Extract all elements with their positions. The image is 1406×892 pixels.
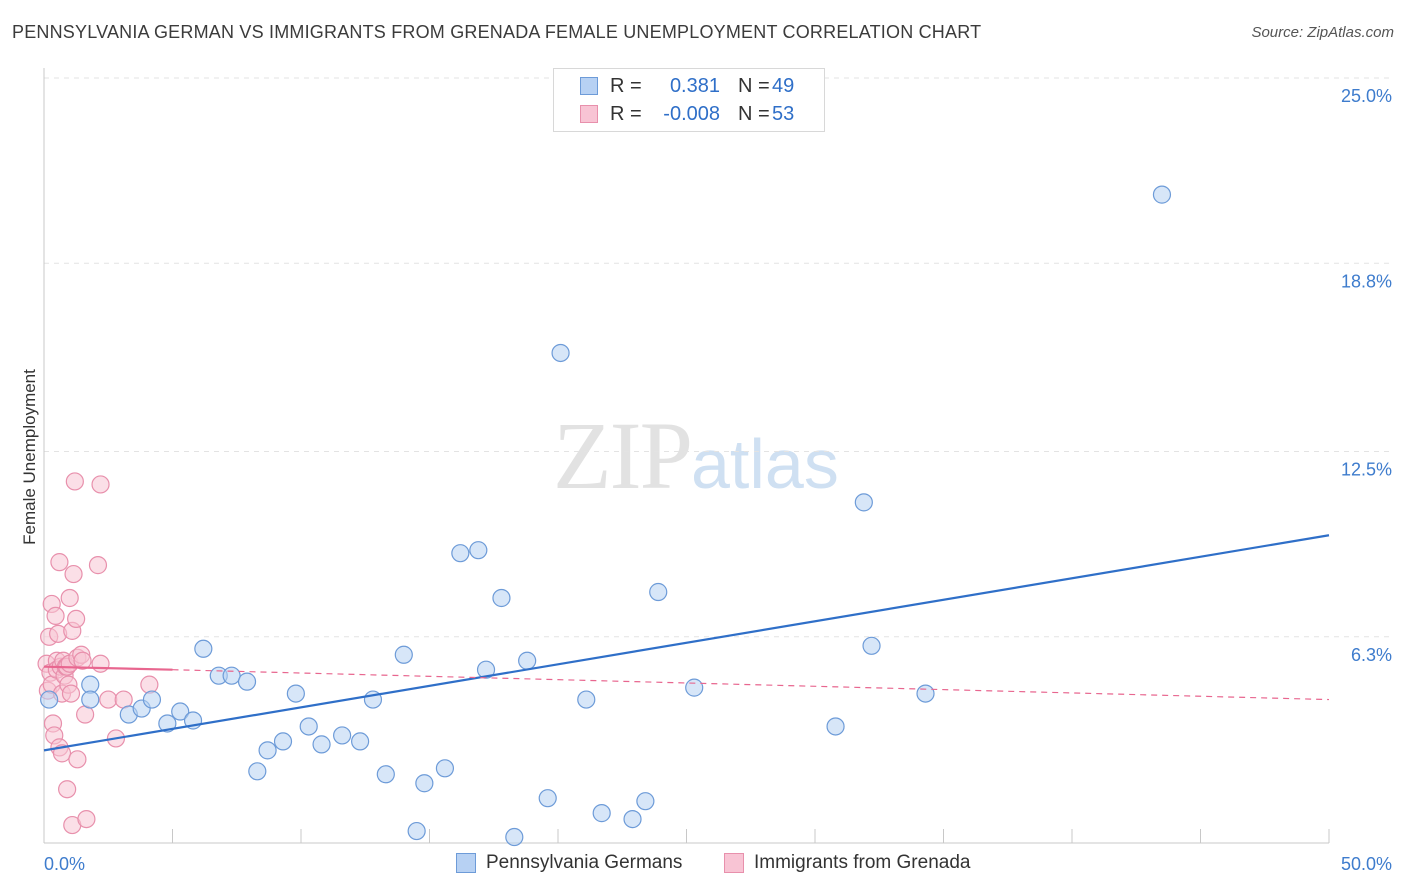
pennsylvania-german-point [685, 678, 704, 697]
pennsylvania-german-point [273, 732, 293, 751]
y-tick-label: 12.5% [1341, 460, 1392, 480]
bottom-legend-pennsylvania-germans: Pennsylvania Germans [456, 852, 682, 874]
legend-swatch-blue [580, 77, 598, 95]
watermark-zip: ZIP [553, 402, 693, 509]
watermark: ZIPatlas [553, 400, 839, 511]
pennsylvania-german-point [286, 684, 305, 703]
y-tick-label: 25.0% [1341, 86, 1392, 106]
pennsylvania-german-point [171, 702, 190, 721]
pennsylvania-german-point [258, 741, 277, 760]
series-immigrants-from-grenada [37, 472, 159, 835]
pennsylvania-german-point [299, 717, 318, 736]
pennsylvania-german-point [469, 541, 488, 560]
grenada-point [61, 684, 81, 703]
pennsylvania-german-point [415, 774, 434, 793]
pennsylvania-german-point [407, 821, 426, 841]
grid-lines [44, 77, 1392, 638]
correlation-legend: R = 0.381 N = 49 R = -0.008 N = 53 [553, 68, 825, 132]
grenada-point [58, 780, 77, 799]
pennsylvania-german-point [592, 804, 611, 823]
pennsylvania-german-point [158, 714, 177, 733]
pennsylvania-german-point [636, 792, 655, 811]
pennsylvania-german-point [237, 672, 257, 691]
legend-r-value: -0.008 [663, 102, 720, 125]
pennsylvania-germans-trend-line [43, 534, 1330, 752]
pennsylvania-german-point [81, 690, 100, 709]
tick-labels: 6.3% 12.5% 18.8% 25.0% 0.0% 50.0% [44, 86, 1392, 874]
pennsylvania-german-point [333, 726, 352, 745]
pennsylvania-german-point [248, 762, 267, 781]
pennsylvania-german-point [351, 732, 370, 751]
pennsylvania-german-point [376, 765, 395, 784]
pennsylvania-german-point [435, 759, 455, 778]
bottom-legend-label: Pennsylvania Germans [486, 852, 683, 873]
grenada-point [73, 651, 92, 670]
grenada-point [77, 809, 96, 829]
pennsylvania-german-point [577, 690, 596, 709]
legend-n-label: N = [738, 74, 770, 97]
axes [43, 68, 1330, 844]
legend-r-value: 0.381 [669, 74, 720, 97]
source-label: Source: ZipAtlas.com [1251, 24, 1394, 41]
series-pennsylvania-germans [40, 185, 1172, 847]
grenada-point [64, 564, 83, 584]
grenada-point [91, 475, 110, 494]
y-axis-label: Female Unemployment [20, 369, 39, 545]
grenada-trend-line [43, 665, 173, 671]
pennsylvania-german-point [518, 651, 537, 670]
legend-n-value: 49 [772, 74, 795, 97]
legend-row-pink: R = -0.008 N = 53 [580, 102, 794, 126]
pennsylvania-german-point [1152, 185, 1172, 204]
pennsylvania-german-point [505, 827, 524, 847]
pennsylvania-german-point [40, 690, 59, 709]
grenada-point [50, 553, 69, 572]
grenada-point [46, 606, 65, 626]
pennsylvania-german-point [194, 639, 213, 658]
trend-lines [43, 534, 1330, 752]
y-tick-label: 6.3% [1351, 645, 1392, 665]
legend-r-label: R = [610, 102, 642, 125]
chart-title: PENNSYLVANIA GERMAN VS IMMIGRANTS FROM G… [12, 22, 982, 42]
grenada-trend-line-dashed [172, 669, 1330, 701]
x-tick-label: 50.0% [1341, 854, 1392, 874]
pennsylvania-german-point [394, 645, 413, 664]
x-tick-label: 0.0% [44, 854, 85, 874]
watermark-atlas: atlas [691, 425, 839, 503]
pennsylvania-german-point [538, 789, 557, 808]
legend-n-label: N = [738, 102, 770, 125]
grenada-point [91, 654, 110, 673]
grenada-point [65, 472, 84, 491]
pennsylvania-german-point [649, 582, 668, 602]
pennsylvania-german-point [451, 544, 470, 563]
legend-row-blue: R = 0.381 N = 49 [580, 74, 794, 98]
grenada-point [60, 588, 79, 608]
grenada-point [140, 675, 159, 694]
grenada-point [99, 690, 118, 709]
bottom-legend-swatch-blue [456, 853, 476, 873]
pennsylvania-german-point [854, 493, 873, 512]
bottom-legend-immigrants-from-grenada: Immigrants from Grenada [724, 852, 970, 874]
grenada-point [88, 556, 108, 575]
bottom-legend-swatch-pink [724, 853, 744, 873]
pennsylvania-german-point [222, 666, 241, 685]
pennsylvania-german-point [312, 735, 331, 754]
pennsylvania-german-point [492, 588, 511, 608]
pennsylvania-german-point [142, 690, 162, 709]
y-tick-label: 18.8% [1341, 271, 1392, 291]
pennsylvania-german-point [551, 343, 570, 363]
legend-r-label: R = [610, 74, 642, 97]
pennsylvania-german-point [862, 636, 881, 655]
pennsylvania-german-point [826, 717, 845, 736]
pennsylvania-german-point [623, 809, 642, 829]
grenada-point [67, 609, 86, 629]
pennsylvania-german-point [916, 684, 935, 703]
grenada-point [68, 750, 87, 769]
legend-n-value: 53 [772, 102, 795, 125]
legend-swatch-pink [580, 105, 598, 123]
bottom-legend-label: Immigrants from Grenada [754, 852, 971, 873]
